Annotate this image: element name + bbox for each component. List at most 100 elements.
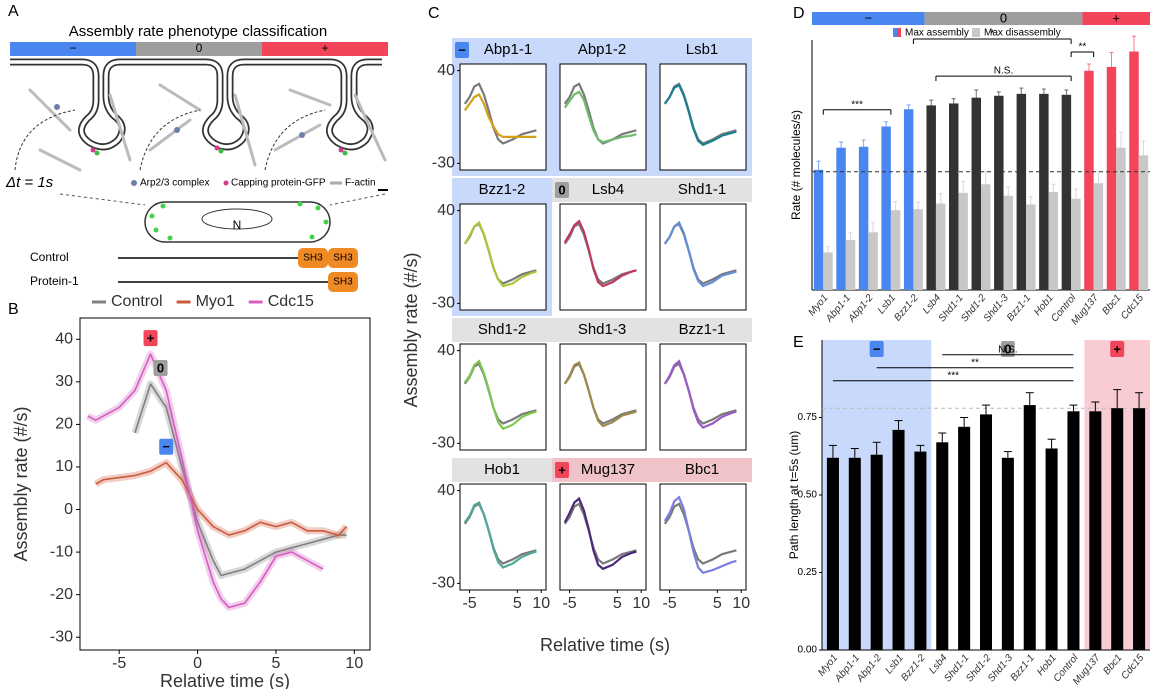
class-bar: [812, 12, 925, 25]
class-badge: [1110, 341, 1125, 357]
series-line: [563, 361, 637, 428]
legend-swatch: [972, 28, 980, 37]
domain-label: SH3: [333, 253, 353, 264]
class-label: 0: [1000, 10, 1007, 25]
y-tick-label: 10: [55, 458, 73, 475]
tile-frame: [459, 483, 547, 591]
bar: [994, 95, 1004, 291]
domain: [328, 272, 358, 292]
legend-icon: [223, 180, 229, 186]
bar: [958, 192, 968, 290]
tile-title: Hob1: [484, 461, 520, 478]
bar: [868, 232, 878, 290]
class-badge-label: +: [558, 462, 566, 477]
x-tick-label: 5: [713, 595, 722, 612]
x-tick-label: 10: [532, 595, 550, 612]
y-tick-label: 0.50: [798, 490, 818, 501]
tile-background: [452, 458, 552, 482]
y-tick-label: -30: [432, 435, 455, 452]
domain-label: SH3: [333, 277, 353, 288]
x-tick-label: Bzz1-2: [892, 292, 921, 323]
domain-label: SH3: [303, 253, 323, 264]
tile-frame: [659, 203, 747, 311]
dt-label: Δt = 1s: [5, 174, 54, 191]
bar: [1133, 408, 1146, 650]
bar: [979, 414, 993, 650]
legend-label: Capping protein-GFP: [231, 178, 326, 189]
class-bar: [136, 42, 262, 56]
x-tick-label: 10: [345, 655, 363, 672]
series-line: [463, 220, 537, 288]
significance-label: N.S.: [998, 344, 1017, 355]
legend-label: Cdc15: [268, 293, 314, 310]
tile-frame: [459, 203, 547, 311]
y-tick-label: -30: [432, 295, 455, 312]
bar: [1061, 94, 1072, 290]
x-tick-label: -5: [562, 595, 576, 612]
tile-frame: [559, 203, 647, 311]
y-tick-label: 40: [437, 482, 455, 499]
time-arrows: [14, 109, 326, 171]
x-tick-label: Shd1-3: [982, 292, 1011, 324]
legend-label: F-actin: [345, 178, 376, 189]
tile-background: [652, 178, 752, 202]
y-tick-label: 40: [437, 342, 455, 359]
tile-frame: [459, 343, 547, 451]
x-tick-label: 0: [193, 655, 202, 672]
series-line: [87, 353, 324, 609]
series-band: [86, 350, 325, 611]
bar: [1016, 93, 1027, 290]
bar: [1089, 411, 1102, 650]
bar: [870, 454, 883, 650]
construct-name: Control: [30, 250, 69, 264]
x-tick-label: 5: [271, 655, 280, 672]
x-tick-label: 5: [513, 595, 522, 612]
legend-label: Arp2/3 complex: [140, 178, 209, 189]
tile-background: [652, 318, 752, 342]
y-axis-label: Path length at t=5s (um): [787, 431, 801, 559]
y-tick-label: 0.00: [798, 645, 818, 656]
class-badge: [455, 42, 469, 58]
construct-name: Protein-1: [30, 274, 79, 288]
y-tick-label: 40: [437, 62, 455, 79]
significance-label: ***: [851, 99, 863, 110]
proteins: [54, 104, 348, 156]
y-axis-label: Rate (# molecules/s): [789, 110, 803, 220]
tile-title: Mug137: [581, 461, 635, 478]
tile-title: Lsb1: [686, 41, 719, 58]
x-tick-label: 5: [613, 595, 622, 612]
bar: [1003, 195, 1013, 290]
tile-frame: [659, 483, 747, 591]
legend-label: Myo1: [196, 293, 235, 310]
series-line: [563, 90, 637, 144]
x-axis-label: Relative time (s): [540, 635, 670, 655]
bar: [1116, 147, 1126, 290]
panel-label: E: [793, 334, 804, 351]
tile-title: Lsb4: [592, 181, 625, 198]
tile-background: [652, 458, 752, 482]
class-badge: [555, 182, 569, 198]
legend-label: Max disassembly: [984, 28, 1061, 39]
legend-label: Max assembly: [905, 28, 969, 39]
x-tick-label: Bzz1-2: [899, 652, 928, 683]
class-badge: [1000, 341, 1015, 357]
y-tick-label: -30: [432, 575, 455, 592]
series-line: [663, 359, 737, 429]
series-line: [663, 220, 737, 288]
series-line: [663, 83, 737, 147]
series-line: [463, 501, 537, 569]
legend-swatch: [893, 28, 897, 37]
class-badge-label: +: [1113, 341, 1121, 356]
x-tick-label: Cdc15: [1119, 292, 1146, 322]
bar: [1071, 198, 1081, 290]
class-badge-label: −: [458, 42, 466, 57]
series-band: [131, 380, 347, 579]
bar: [913, 209, 923, 290]
tile-title: Shd1-3: [578, 321, 626, 338]
class-badge: [555, 462, 569, 478]
tile-title: Bzz1-1: [679, 321, 726, 338]
bar: [1093, 183, 1104, 290]
tile-background: [552, 318, 652, 342]
class-bar: [10, 42, 136, 56]
